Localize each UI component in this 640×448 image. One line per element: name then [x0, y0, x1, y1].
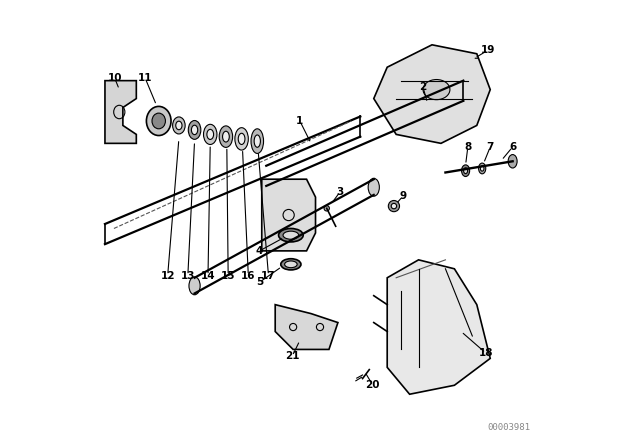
Ellipse shape [176, 121, 182, 130]
Text: 13: 13 [180, 271, 195, 280]
Ellipse shape [189, 277, 200, 295]
Text: 12: 12 [161, 271, 175, 280]
Text: 16: 16 [241, 271, 255, 280]
Text: 18: 18 [479, 348, 493, 358]
Ellipse shape [391, 203, 397, 209]
Ellipse shape [423, 80, 450, 99]
Text: 17: 17 [261, 271, 276, 280]
Ellipse shape [481, 166, 484, 171]
Polygon shape [262, 179, 316, 251]
Text: 1: 1 [296, 116, 303, 126]
Text: 14: 14 [201, 271, 215, 280]
Ellipse shape [251, 129, 264, 154]
Ellipse shape [463, 168, 468, 173]
Text: 11: 11 [138, 73, 152, 83]
Text: 20: 20 [365, 380, 380, 390]
Ellipse shape [278, 228, 303, 242]
Text: 8: 8 [464, 142, 472, 152]
Ellipse shape [324, 206, 330, 211]
Text: 4: 4 [256, 246, 263, 256]
Ellipse shape [238, 134, 245, 145]
Ellipse shape [207, 129, 214, 139]
Text: 3: 3 [337, 187, 344, 197]
Polygon shape [387, 260, 490, 394]
Ellipse shape [285, 261, 297, 268]
Text: 5: 5 [256, 277, 263, 287]
Ellipse shape [479, 163, 486, 174]
Ellipse shape [204, 125, 217, 145]
Polygon shape [374, 45, 490, 143]
Text: 2: 2 [419, 82, 427, 92]
Ellipse shape [254, 135, 260, 147]
Ellipse shape [283, 231, 299, 239]
Polygon shape [275, 305, 338, 349]
Ellipse shape [173, 117, 185, 134]
Ellipse shape [219, 126, 233, 147]
Ellipse shape [388, 201, 399, 212]
Text: 9: 9 [399, 191, 406, 201]
Text: 00003981: 00003981 [488, 423, 531, 432]
Ellipse shape [281, 259, 301, 270]
Ellipse shape [147, 107, 171, 136]
Text: 15: 15 [221, 271, 236, 280]
Ellipse shape [152, 113, 166, 129]
Polygon shape [105, 81, 136, 143]
Ellipse shape [235, 128, 248, 150]
Ellipse shape [508, 155, 517, 168]
Ellipse shape [188, 121, 201, 139]
Text: 7: 7 [486, 142, 494, 152]
Ellipse shape [223, 131, 229, 142]
Text: 10: 10 [108, 73, 122, 83]
Text: 19: 19 [481, 45, 495, 55]
Text: 6: 6 [509, 142, 516, 152]
Text: 21: 21 [285, 351, 300, 361]
Ellipse shape [368, 178, 380, 196]
Ellipse shape [461, 165, 470, 177]
Ellipse shape [191, 125, 198, 135]
